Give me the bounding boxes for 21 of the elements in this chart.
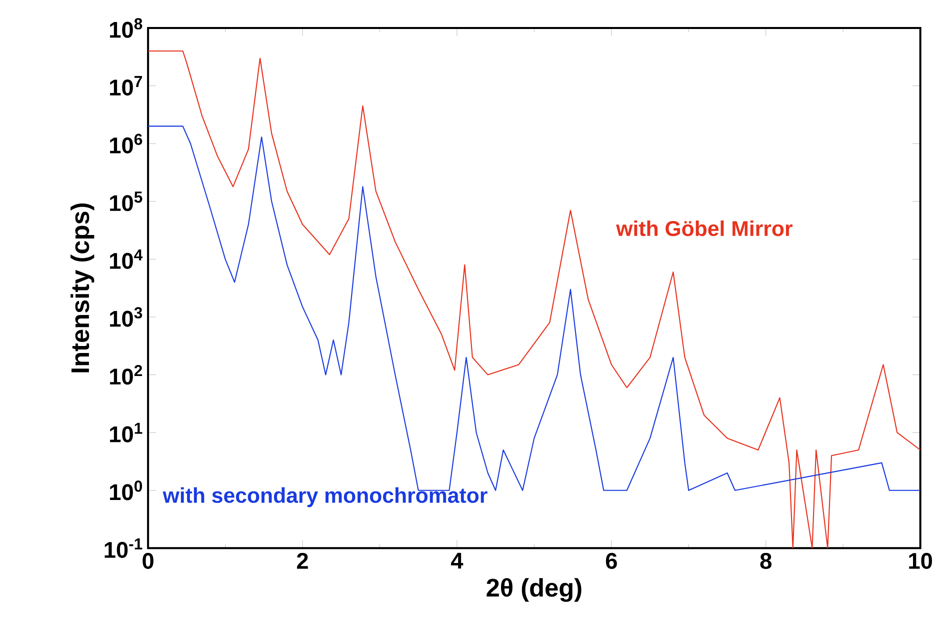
series-label: with secondary monochromator [162,487,488,508]
y-tick-label: 10$^{4}$ [110,250,143,270]
x-tick-label: 4 [450,552,464,569]
y-tick-label: 10$^{-1}$ [104,538,142,558]
x-tick-label: 2 [297,552,308,569]
line-series [148,50,920,548]
x-axis-title: 2θ (deg) [486,578,582,602]
y-tick-label: 10$^{3}$ [110,307,142,327]
y-axis-title: Intensity (cps) [70,204,94,372]
x-tick-label: 6 [606,552,617,570]
y-tick-label: 10$^{8}$ [110,18,142,38]
x-tick-label: 0 [142,552,154,570]
y-tick-label: 10$^{1}$ [110,422,142,442]
y-tick-label: 10$^{6}$ [110,134,142,154]
x-tick-label: 10 [909,552,932,570]
x-tick-label: 8 [760,552,772,570]
y-tick-label: 10$^{7}$ [110,76,142,96]
y-tick-label: 10$^{5}$ [110,192,142,212]
series-label: with Göbel Mirror [616,220,792,236]
y-tick-label: 10$^{0}$ [110,480,142,500]
y-tick-label: 10$^{2}$ [110,365,142,385]
